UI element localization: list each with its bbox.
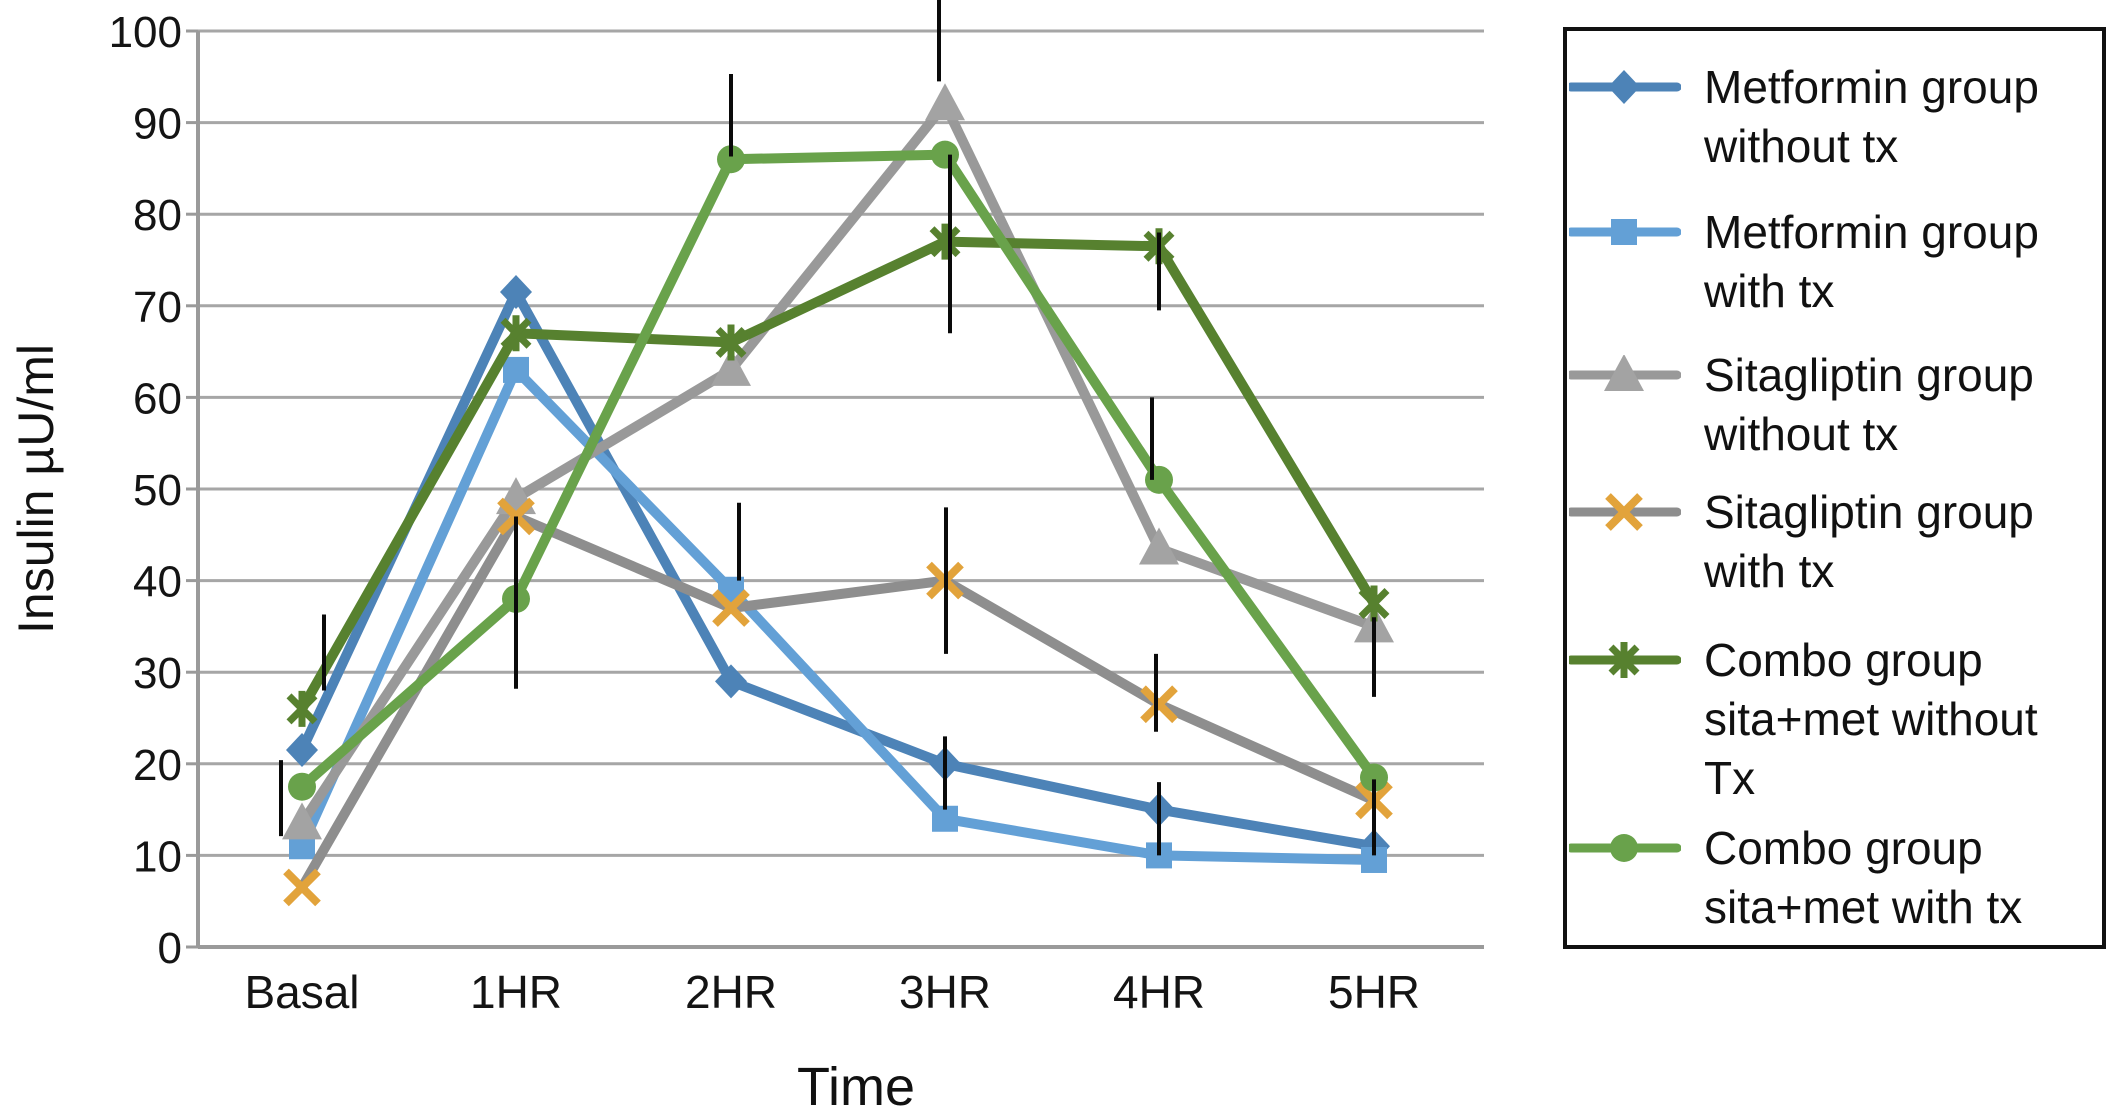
y-tick-label-40: 40	[133, 558, 182, 607]
legend-label: Metformin group with tx	[1704, 205, 2039, 317]
legend-label: Metformin group without tx	[1704, 60, 2039, 172]
x-category-label-4HR: 4HR	[1113, 966, 1205, 1018]
y-tick-label-90: 90	[133, 100, 182, 149]
x-category-label-Basal: Basal	[244, 966, 359, 1018]
legend-box: Metformin group without tx Metformin group…	[1563, 27, 2106, 949]
legend-label: Sitagliptin group without tx	[1704, 348, 2034, 460]
square-marker-icon	[1569, 219, 1681, 245]
legend-item-combo-group-sita-met-with-tx: Combo group sita+met with tx	[1567, 819, 2102, 937]
x-category-label-1HR: 1HR	[470, 966, 562, 1018]
legend-label: Combo group sita+met with tx	[1704, 821, 2023, 933]
y-tick-label-50: 50	[133, 466, 182, 515]
legend-item-metformin-group-without-tx: Metformin group without tx	[1567, 58, 2102, 176]
circle-marker-icon	[1569, 834, 1681, 862]
legend-item-sitagliptin-group-without-tx: Sitagliptin group without tx	[1567, 346, 2102, 464]
y-tick-label-10: 10	[133, 832, 182, 881]
diamond-marker-icon	[1569, 70, 1681, 104]
x-category-label-5HR: 5HR	[1328, 966, 1420, 1018]
y-tick-label-100: 100	[109, 8, 182, 57]
y-tick-label-70: 70	[133, 283, 182, 332]
legend-label: Sitagliptin group with tx	[1704, 485, 2034, 597]
legend-item-combo-group-sita-met-without-tx: Combo group sita+met without Tx	[1567, 631, 2102, 808]
legend-item-metformin-group-with-tx: Metformin group with tx	[1567, 203, 2102, 321]
y-tick-label-20: 20	[133, 741, 182, 790]
x-marker-icon	[1569, 493, 1681, 531]
y-tick-label-80: 80	[133, 191, 182, 240]
legend-label: Combo group sita+met without Tx	[1704, 633, 2038, 804]
series-1	[289, 356, 1387, 873]
y-axis-title: Insulin µU/ml	[8, 344, 64, 634]
x-category-label-3HR: 3HR	[899, 966, 991, 1018]
y-tick-label-0: 0	[158, 924, 182, 973]
y-tick-label-60: 60	[133, 374, 182, 423]
legend-item-sitagliptin-group-with-tx: Sitagliptin group with tx	[1567, 483, 2102, 601]
y-tick-label-30: 30	[133, 649, 182, 698]
asterisk-marker-icon	[1569, 642, 1681, 678]
x-category-label-2HR: 2HR	[685, 966, 777, 1018]
triangle-marker-icon	[1569, 355, 1681, 391]
x-axis-title: Time	[797, 1057, 915, 1117]
